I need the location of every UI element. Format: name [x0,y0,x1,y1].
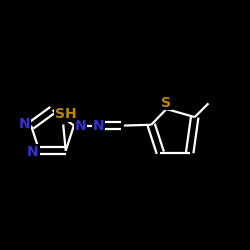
Text: N: N [93,118,105,132]
Text: N: N [74,118,86,132]
Text: N: N [27,145,39,159]
Text: SH: SH [55,108,76,122]
Text: N: N [19,117,31,131]
Text: S: S [162,96,172,110]
